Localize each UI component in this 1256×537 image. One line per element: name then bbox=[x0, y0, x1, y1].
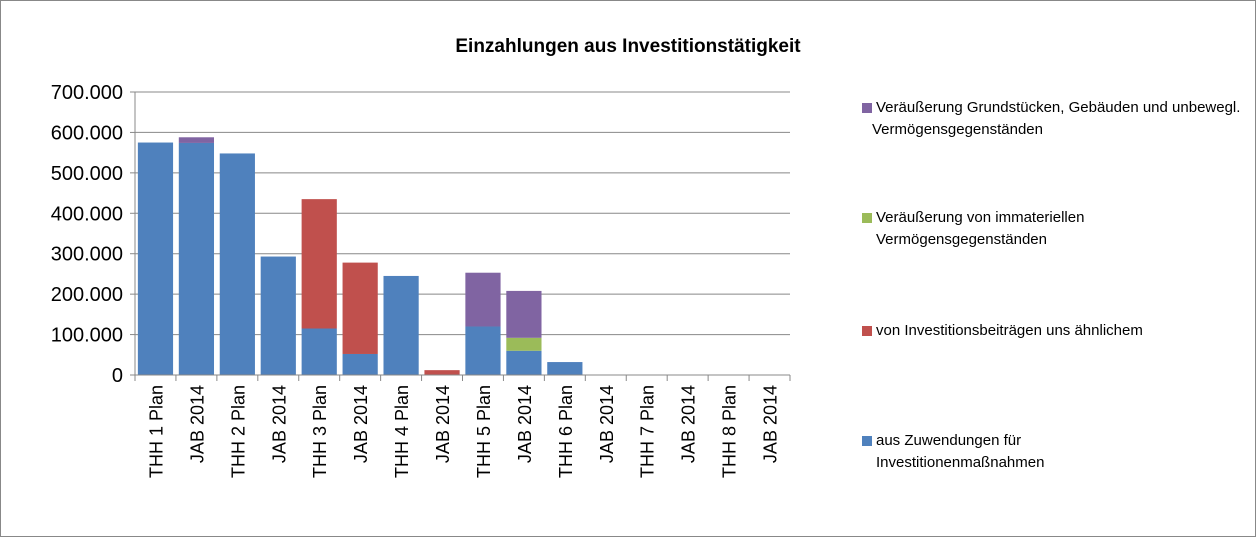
x-tick-label: JAB 2014 bbox=[187, 385, 207, 463]
x-tick-label: THH 2 Plan bbox=[228, 385, 248, 478]
y-tick-label: 100.000 bbox=[51, 325, 123, 347]
x-tick-label: JAB 2014 bbox=[433, 385, 453, 463]
legend-label: Veräußerung von immateriellen Vermögensg… bbox=[876, 209, 1085, 248]
y-tick-label: 700.000 bbox=[51, 82, 123, 104]
bar-segment bbox=[137, 142, 174, 375]
x-tick-label: THH 5 Plan bbox=[474, 385, 494, 478]
y-tick-label: 500.000 bbox=[51, 163, 123, 185]
bar-segment bbox=[342, 262, 378, 354]
bar-segment bbox=[342, 353, 378, 375]
x-tick-label: JAB 2014 bbox=[269, 385, 289, 463]
chart-title: Einzahlungen aus Investitionstätigkeit bbox=[455, 36, 801, 57]
legend-swatch bbox=[862, 326, 872, 336]
bar-segment bbox=[465, 326, 501, 375]
legend-swatch bbox=[862, 213, 872, 223]
bar-segment bbox=[301, 328, 337, 375]
x-tick-label: JAB 2014 bbox=[597, 385, 617, 463]
bar-segment bbox=[219, 153, 255, 375]
x-tick-label: JAB 2014 bbox=[515, 385, 535, 463]
legend-label: Veräußerung Grundstücken, Gebäuden und u… bbox=[872, 99, 1241, 138]
bar-segment bbox=[178, 142, 215, 375]
bar-segment bbox=[424, 370, 460, 375]
y-tick-label: 300.000 bbox=[51, 244, 123, 266]
x-tick-label: JAB 2014 bbox=[679, 385, 699, 463]
x-tick-label: JAB 2014 bbox=[351, 385, 371, 463]
x-tick-label: JAB 2014 bbox=[761, 385, 781, 463]
y-tick-label: 200.000 bbox=[51, 284, 123, 306]
x-tick-label: THH 3 Plan bbox=[310, 385, 330, 478]
y-tick-label: 0 bbox=[112, 365, 123, 387]
bar-segment bbox=[178, 137, 215, 143]
x-tick-label: THH 7 Plan bbox=[638, 385, 658, 478]
legend-swatch bbox=[862, 103, 872, 113]
x-tick-label: THH 4 Plan bbox=[392, 385, 412, 478]
y-tick-label: 400.000 bbox=[51, 203, 123, 225]
y-tick-label: 600.000 bbox=[51, 122, 123, 144]
legend-label: aus Zuwendungen für Investitionenmaßnahm… bbox=[876, 432, 1045, 471]
bar-segment bbox=[506, 290, 542, 338]
legend-swatch bbox=[862, 436, 872, 446]
bar-segment bbox=[383, 275, 419, 375]
bar-segment bbox=[506, 337, 542, 351]
bar-segment bbox=[506, 350, 542, 375]
x-tick-label: THH 1 Plan bbox=[146, 385, 166, 478]
bar-segment bbox=[301, 199, 337, 329]
bar-segment bbox=[465, 272, 501, 327]
legend-label: von Investitionsbeiträgen uns ähnlichem bbox=[876, 322, 1143, 339]
bar-segment bbox=[547, 362, 583, 375]
bar-segment bbox=[260, 256, 296, 375]
x-tick-label: THH 6 Plan bbox=[556, 385, 576, 478]
x-tick-label: THH 8 Plan bbox=[720, 385, 740, 478]
